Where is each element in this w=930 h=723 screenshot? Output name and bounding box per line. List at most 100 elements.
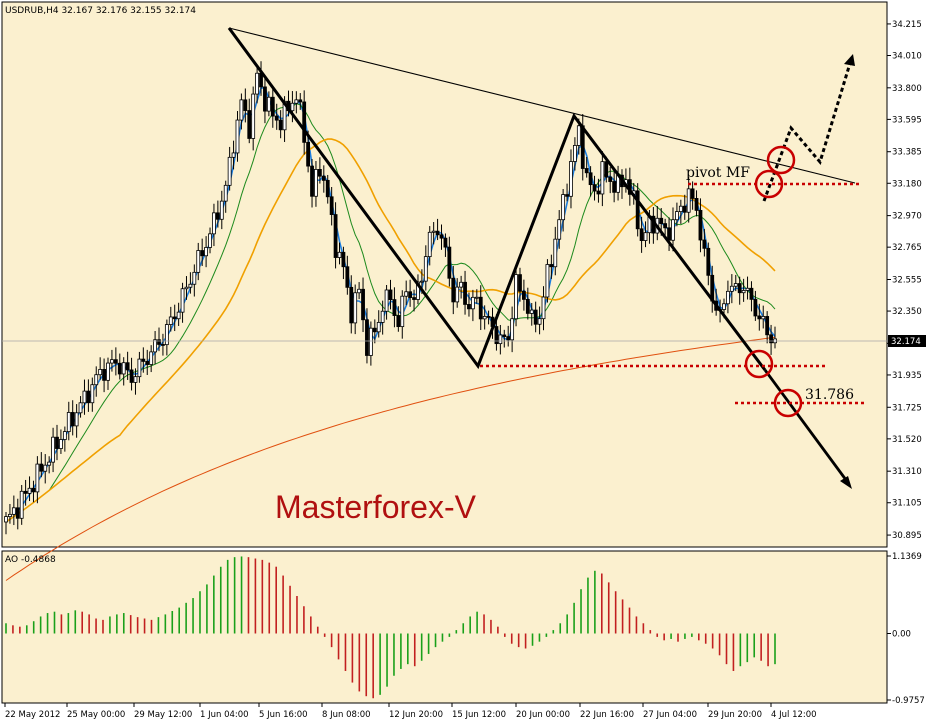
ao-tick-label: 1.1369 — [892, 552, 922, 562]
candle-body — [667, 227, 671, 241]
x-tick-label: 20 Jun 00:00 — [516, 710, 570, 720]
candle-body — [106, 362, 110, 381]
candle-body — [419, 280, 424, 283]
candle-body — [702, 239, 707, 249]
candle-body — [427, 231, 432, 258]
candle-body — [423, 256, 428, 282]
candle-body — [102, 369, 106, 381]
candle-body — [192, 271, 197, 285]
candle-body — [59, 439, 63, 449]
candle-body — [467, 304, 471, 310]
candle-body — [168, 316, 173, 325]
candle-body — [675, 211, 679, 221]
y-tick-label: 33.180 — [892, 179, 922, 189]
x-tick-label: 1 Jun 04:00 — [200, 710, 249, 720]
candle-body — [62, 431, 67, 440]
ma-line-4 — [5, 336, 776, 581]
candle-body — [525, 298, 530, 314]
arrow-down-head — [840, 476, 852, 489]
candle-body — [47, 461, 52, 466]
candle-body — [671, 219, 675, 241]
candle-body — [706, 247, 711, 276]
candle-body — [231, 152, 236, 158]
candle-body — [333, 214, 338, 258]
candle-body — [698, 210, 703, 241]
candle-body — [208, 233, 212, 248]
candle-body — [133, 376, 138, 383]
candle-body — [678, 205, 683, 212]
candle-body — [741, 290, 746, 294]
candle-body — [498, 334, 503, 345]
candle-body — [27, 487, 32, 494]
candle-body — [514, 274, 518, 320]
candle-body — [694, 198, 699, 211]
candle-body — [337, 251, 342, 258]
x-tick-label: 25 May 00:00 — [67, 710, 125, 720]
candle-body — [474, 296, 479, 299]
candle-body — [384, 289, 389, 312]
candle-body — [39, 463, 44, 472]
arrow-up-head — [844, 54, 855, 66]
candle-body — [478, 296, 483, 320]
candle-body — [141, 358, 146, 362]
candle-body — [686, 188, 691, 213]
current-price-label: 32.174 — [891, 337, 921, 347]
candle-body — [31, 487, 36, 493]
candle-body — [298, 99, 303, 103]
y-tick-label: 32.350 — [892, 307, 922, 317]
candle-body — [223, 184, 228, 202]
candle-body — [196, 250, 201, 273]
breakout-circle — [766, 145, 796, 175]
x-tick-label: 29 May 12:00 — [134, 710, 192, 720]
ao-tick-label: 0.00 — [892, 629, 911, 639]
candle-body — [251, 93, 256, 139]
candle-body — [215, 212, 220, 220]
candle-body — [459, 281, 464, 288]
candle-body — [549, 264, 554, 268]
candle-body — [302, 101, 307, 143]
candle-body — [412, 297, 416, 300]
candle-body — [94, 374, 99, 386]
candle-body — [529, 309, 534, 314]
candle-body — [255, 72, 260, 95]
candle-body — [184, 286, 189, 290]
candle-body — [761, 316, 766, 320]
candle-body — [435, 230, 440, 236]
candle-body — [243, 99, 248, 111]
candle-body — [239, 99, 244, 121]
candle-body — [145, 361, 150, 365]
candle-body — [612, 181, 617, 193]
candle-body — [314, 169, 318, 197]
candle-body — [117, 362, 122, 375]
candle-body — [278, 119, 283, 131]
candle-body — [70, 412, 75, 427]
candle-body — [8, 513, 12, 517]
candle-body — [376, 322, 381, 333]
candle-body — [78, 402, 83, 414]
candle-body — [643, 232, 648, 241]
ao-header: AO -0.4868 — [5, 555, 56, 565]
x-tick-label: 29 Jun 20:00 — [708, 710, 762, 720]
candle-body — [361, 288, 365, 321]
candle-body — [502, 334, 507, 337]
candle-body — [737, 283, 742, 294]
levels — [480, 145, 866, 418]
y-tick-label: 31.935 — [892, 371, 922, 381]
ao-histogram: 1.1369 0.00 -0.9757 — [5, 552, 925, 706]
candle-body — [325, 179, 330, 198]
candle-body — [341, 251, 346, 268]
candle-body — [573, 145, 577, 162]
candle-body — [518, 274, 522, 292]
target-circle — [773, 388, 803, 418]
candle-body — [596, 190, 601, 195]
candle-body — [722, 303, 726, 310]
projection-down-line — [763, 369, 851, 485]
symbol-header: USDRUB,H4 32.167 32.176 32.155 32.174 — [5, 6, 196, 16]
candle-body — [157, 339, 161, 345]
candle-body — [443, 237, 448, 248]
candle-body — [129, 369, 134, 383]
candle-body — [227, 156, 232, 186]
y-tick-label: 30.895 — [892, 531, 922, 541]
pivot-label: pivot MF — [686, 165, 750, 181]
